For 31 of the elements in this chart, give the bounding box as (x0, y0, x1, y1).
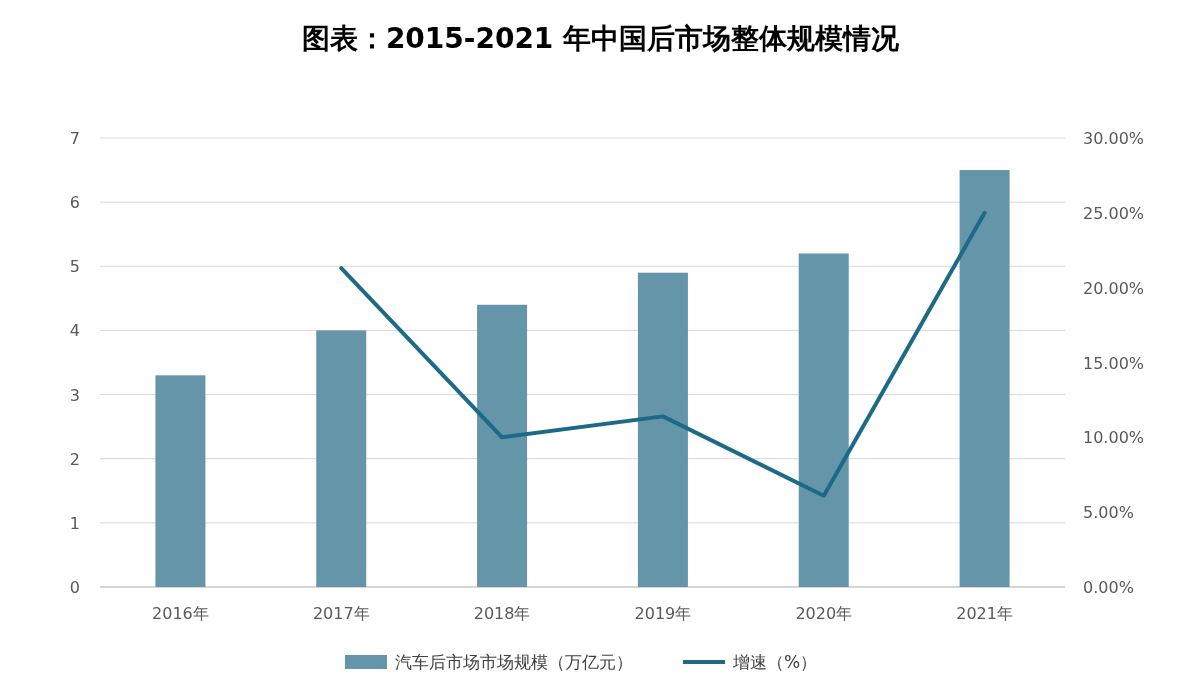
line-series (339, 210, 987, 498)
y-tick-label: 7 (69, 129, 80, 148)
y2-tick-label: 25.00% (1083, 203, 1145, 223)
y-tick-label: 3 (69, 385, 80, 405)
y-tick-label: 1 (69, 513, 80, 533)
x-tick-label: 2017年 (312, 604, 370, 623)
y2-tick-label: 0.00% (1083, 578, 1134, 597)
bar (477, 304, 528, 587)
y2-tick-label: 10.00% (1083, 428, 1145, 448)
x-tick-label: 2016年 (152, 604, 209, 623)
y2-tick-label: 30.00% (1083, 129, 1145, 148)
x-tick-label: 2021年 (956, 604, 1013, 623)
y-tick-label: 6 (69, 193, 80, 213)
legend-label: 汽车后市场市场规模（万亿元） (395, 652, 633, 672)
y2-tick-label: 20.00% (1083, 278, 1145, 298)
x-tick-label: 2020年 (795, 604, 853, 623)
legend-label: 增速（%） (732, 652, 818, 672)
bar (959, 170, 1010, 587)
x-tick-label: 2018年 (473, 604, 531, 623)
y-tick-label: 4 (69, 321, 80, 341)
bar (798, 253, 849, 587)
y-tick-label: 5 (69, 257, 80, 277)
bar (637, 272, 688, 587)
x-tick-label: 2019年 (634, 604, 692, 623)
bar (316, 330, 367, 587)
bar (155, 375, 206, 587)
chart-title: 图表：2015-2021 年中国后市场整体规模情况 (301, 22, 901, 55)
y2-tick-label: 15.00% (1083, 353, 1145, 373)
y-tick-label: 0 (69, 578, 80, 597)
y2-tick-label: 5.00% (1083, 503, 1134, 523)
y-tick-label: 2 (69, 449, 80, 469)
